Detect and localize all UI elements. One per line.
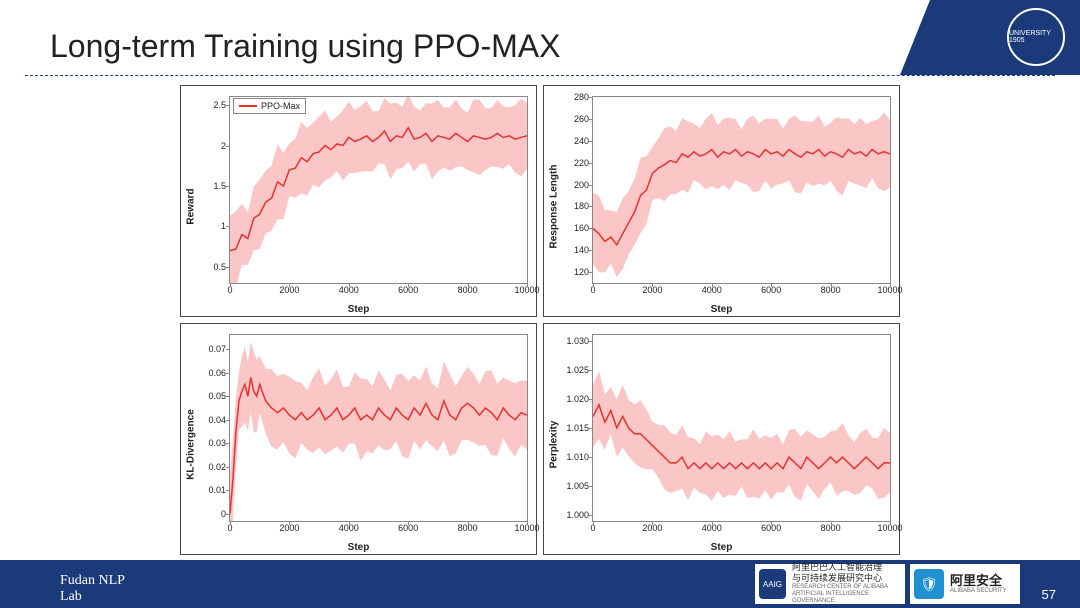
sponsor-alibaba-security: 🛡 阿里安全ALIBABA SECURITY (910, 564, 1020, 604)
legend-label: PPO-Max (261, 101, 300, 111)
chart-perplexity: 1.0001.0051.0101.0151.0201.0251.03002000… (543, 323, 900, 555)
y-axis-label: KL-Divergence (186, 409, 197, 480)
page-number: 57 (1042, 587, 1056, 602)
chart-kl-divergence: 00.010.020.030.040.050.060.0702000400060… (180, 323, 537, 555)
aaig-icon: AAIG (759, 569, 786, 599)
shield-icon: 🛡 (914, 569, 944, 599)
x-axis-label: Step (348, 304, 370, 315)
legend-line-icon (239, 105, 257, 107)
x-axis-label: Step (711, 304, 733, 315)
chart-reward: 0.511.522.50200040006000800010000StepRew… (180, 85, 537, 317)
chart-grid: 0.511.522.50200040006000800010000StepRew… (180, 85, 900, 555)
footer-lab-label: Fudan NLPLab (60, 573, 125, 604)
x-axis-label: Step (711, 542, 733, 553)
y-axis-label: Perplexity (549, 421, 560, 469)
y-axis-label: Reward (186, 188, 197, 224)
slide-title: Long-term Training using PPO-MAX (50, 28, 560, 65)
chart-legend: PPO-Max (233, 98, 306, 114)
sponsor-aaig: AAIG 阿里巴巴人工智能治理与可持续发展研究中心RESEARCH CENTER… (755, 564, 905, 604)
chart-response-length: 1201401601802002202402602800200040006000… (543, 85, 900, 317)
university-seal-icon: UNIVERSITY 1905 (1007, 8, 1065, 66)
x-axis-label: Step (348, 542, 370, 553)
title-divider (25, 75, 1055, 76)
y-axis-label: Response Length (549, 165, 560, 249)
